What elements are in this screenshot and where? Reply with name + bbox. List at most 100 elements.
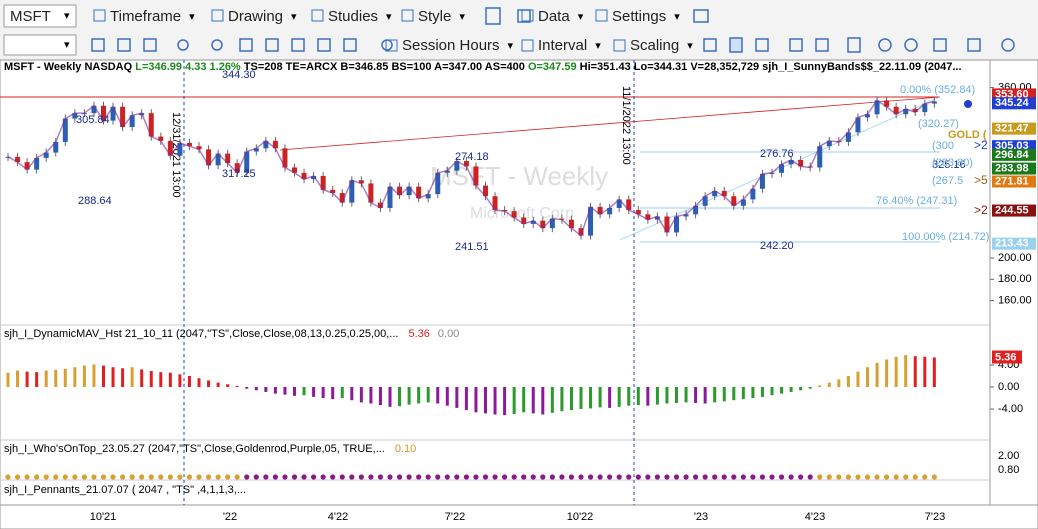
whos-on-top-dot	[530, 474, 536, 480]
menu-item[interactable]: Studies	[328, 8, 378, 25]
menu-icon[interactable]	[311, 9, 324, 22]
price-annotation: 242.20	[760, 240, 794, 252]
icon[interactable]	[1001, 38, 1015, 52]
icon[interactable]	[143, 38, 157, 52]
menu-item[interactable]: Session Hours	[402, 37, 500, 54]
price-bar	[158, 136, 164, 141]
dropdown-arrow[interactable]: ▾	[674, 11, 680, 23]
watermark: MSFT - Weekly	[430, 161, 608, 191]
icon[interactable]	[703, 38, 717, 52]
dropdown-arrow[interactable]: ▾	[687, 40, 693, 52]
icon[interactable]	[177, 39, 189, 51]
icon[interactable]	[904, 38, 918, 52]
menu-item[interactable]: Interval	[538, 37, 587, 54]
histogram-bar	[216, 382, 220, 387]
dropdown-arrow[interactable]: ▾	[508, 40, 514, 52]
icon[interactable]	[755, 38, 769, 52]
icon[interactable]	[343, 38, 357, 52]
dropdown-arrow[interactable]: ▾	[386, 11, 392, 23]
icon[interactable]	[847, 37, 861, 53]
histogram-bar	[187, 376, 191, 387]
price-bar	[406, 186, 412, 196]
whos-on-top-dot	[320, 474, 326, 480]
header-segment: MSFT - Weekly NASDAQ	[4, 61, 135, 73]
price-bar	[740, 199, 746, 206]
icon[interactable]	[211, 39, 223, 51]
menu-item[interactable]: Drawing	[228, 8, 283, 25]
price-bar	[540, 220, 546, 229]
whos-on-top-dot	[301, 474, 307, 480]
icon[interactable]	[967, 38, 981, 52]
menu-item[interactable]: Settings	[612, 8, 666, 25]
menu-icon[interactable]	[401, 9, 414, 22]
dropdown-arrow[interactable]: ▾	[578, 11, 584, 23]
price-bar	[654, 216, 660, 220]
histogram-bar	[770, 387, 774, 396]
price-bar	[845, 132, 851, 142]
menu-item[interactable]: Style	[418, 8, 451, 25]
icon[interactable]	[91, 38, 105, 52]
dropdown-arrow[interactable]: ▾	[291, 11, 297, 23]
whos-on-top-dot	[702, 474, 708, 480]
menu-icon[interactable]	[93, 9, 106, 22]
icon[interactable]	[933, 38, 947, 52]
icon[interactable]	[815, 38, 829, 52]
price-bar	[244, 151, 250, 173]
icon[interactable]	[317, 38, 331, 52]
whos-on-top-dot	[683, 474, 689, 480]
chart-frame	[0, 59, 1038, 529]
histogram-bar	[799, 387, 803, 391]
histogram-bar	[531, 387, 535, 414]
histogram-bar	[589, 387, 593, 409]
symbol-box[interactable]	[3, 4, 77, 28]
price-bar	[635, 210, 641, 215]
toolbar	[0, 0, 1038, 32]
x-tick-label: 4'22	[328, 511, 348, 523]
header-segment: Hi=351.43 Lo=344.31 V=28,352,729 sjh_I_S…	[580, 61, 962, 73]
price-bar	[253, 148, 259, 152]
dropdown-arrow[interactable]: ▾	[64, 39, 70, 51]
dropdown-arrow[interactable]: ▾	[189, 11, 195, 23]
menu-icon[interactable]	[385, 39, 398, 52]
interval-box[interactable]	[3, 34, 77, 56]
whos-on-top-dot	[425, 474, 431, 480]
histogram-bar	[398, 387, 402, 407]
icon[interactable]	[517, 9, 531, 23]
menu-icon[interactable]	[595, 9, 608, 22]
icon[interactable]	[239, 38, 253, 52]
dropdown-arrow[interactable]: ▾	[64, 10, 70, 22]
price-bar	[750, 188, 756, 200]
y-tick-label: -4.00	[998, 403, 1023, 415]
histogram-bar	[894, 356, 898, 387]
icon[interactable]	[291, 38, 305, 52]
icon[interactable]	[693, 9, 709, 23]
icon[interactable]	[265, 38, 279, 52]
icon[interactable]	[789, 38, 803, 52]
price-bar	[215, 153, 221, 166]
icon[interactable]	[729, 37, 743, 53]
menu-item[interactable]: Timeframe	[110, 8, 181, 25]
icon[interactable]	[117, 38, 131, 52]
price-bar	[788, 160, 794, 165]
histogram-bar	[827, 382, 831, 387]
price-bar	[129, 115, 135, 128]
price-marker-label: 283.98	[995, 162, 1029, 174]
price-bar	[893, 106, 899, 115]
price-bar	[607, 207, 613, 215]
menu-icon[interactable]	[613, 39, 626, 52]
symbol[interactable]: MSFT	[10, 8, 51, 25]
price-bar	[358, 180, 364, 184]
menu-item[interactable]: Scaling	[630, 37, 679, 54]
histogram-bar	[837, 379, 841, 387]
price-bar	[530, 220, 536, 224]
dropdown-arrow[interactable]: ▾	[595, 40, 601, 52]
price-marker	[992, 122, 1036, 135]
menu-icon[interactable]	[521, 39, 534, 52]
menu-item[interactable]: Data	[538, 8, 570, 25]
dropdown-arrow[interactable]: ▾	[459, 11, 465, 23]
icon[interactable]	[878, 38, 892, 52]
price-bar	[874, 100, 880, 115]
icon[interactable]	[485, 7, 501, 25]
histogram-bar	[923, 356, 927, 387]
menu-icon[interactable]	[211, 9, 224, 22]
